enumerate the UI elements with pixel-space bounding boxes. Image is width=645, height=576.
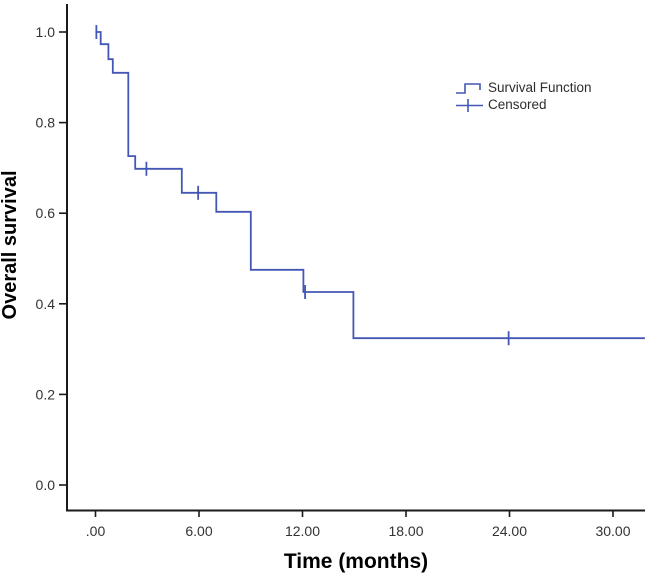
x-tick-label: 24.00 bbox=[492, 523, 527, 539]
x-tick-label: 12.00 bbox=[285, 523, 320, 539]
legend-item-censored: Censored bbox=[455, 97, 592, 113]
x-tick-label: 6.00 bbox=[185, 523, 212, 539]
y-tick-label: 0.0 bbox=[36, 477, 56, 493]
y-tick-label: 0.4 bbox=[36, 296, 56, 312]
censored-plus-icon bbox=[456, 99, 483, 112]
y-tick-label: 0.6 bbox=[36, 205, 56, 221]
legend-item-survival-function: Survival Function bbox=[455, 80, 592, 96]
legend-label-survival-function: Survival Function bbox=[488, 80, 592, 95]
censored-marks bbox=[95, 25, 510, 346]
x-tick-label: .00 bbox=[86, 523, 106, 539]
survival-step-line-icon bbox=[456, 83, 481, 94]
x-axis-ticks: .00 6.00 12.00 18.00 24.00 30.00 bbox=[86, 511, 631, 539]
legend-label-censored: Censored bbox=[488, 97, 547, 112]
y-tick-label: 1.0 bbox=[36, 24, 56, 40]
y-tick-label: 0.8 bbox=[36, 115, 56, 131]
x-tick-label: 18.00 bbox=[388, 523, 423, 539]
legend: Survival Function Censored bbox=[455, 80, 592, 113]
x-axis-label: Time (months) bbox=[284, 550, 428, 573]
y-axis-ticks: 0.0 0.2 0.4 0.6 0.8 1.0 bbox=[36, 24, 66, 493]
y-axis-label: Overall survival bbox=[0, 171, 21, 320]
survival-function-curve bbox=[95, 31, 645, 340]
x-tick-label: 30.00 bbox=[595, 523, 630, 539]
y-tick-label: 0.2 bbox=[36, 386, 56, 402]
